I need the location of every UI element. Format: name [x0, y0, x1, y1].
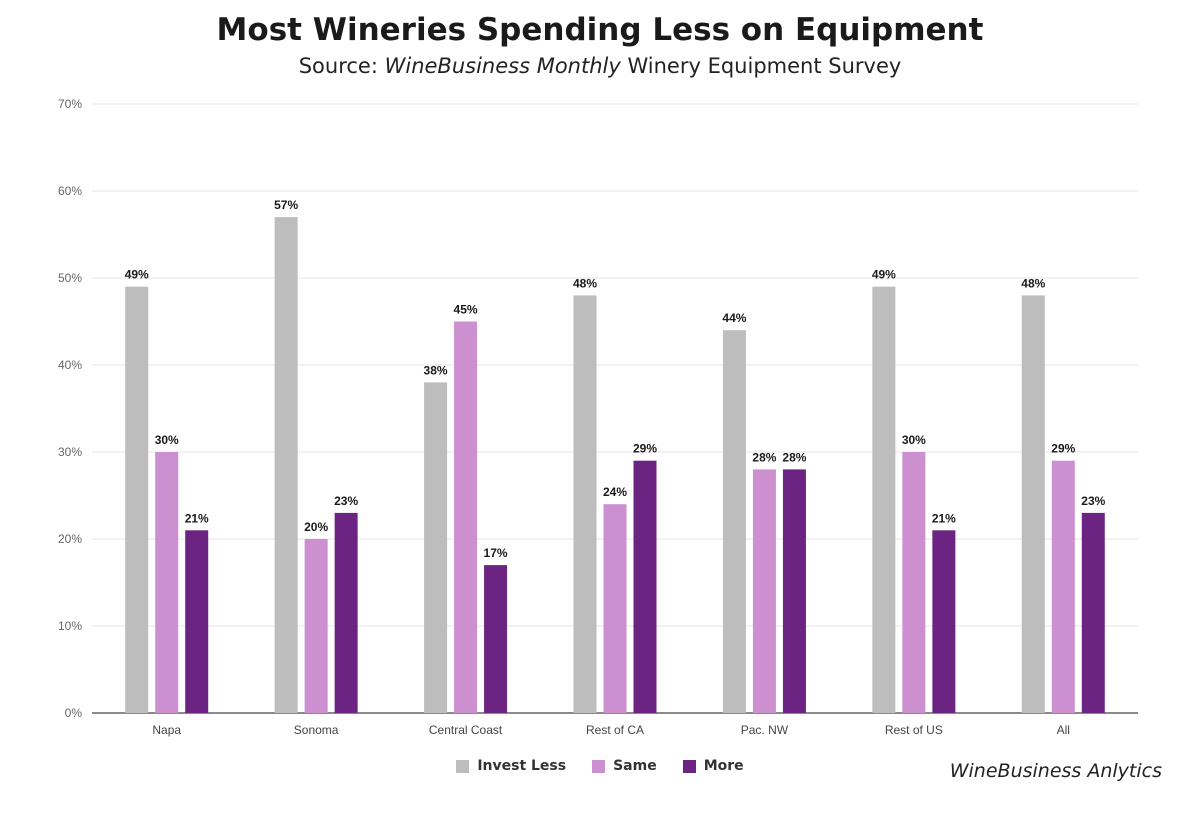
bar	[932, 530, 956, 713]
y-tick-label: 70%	[58, 97, 82, 111]
y-tick-label: 60%	[58, 184, 82, 198]
bar	[872, 286, 896, 713]
subtitle-suffix: Winery Equipment Survey	[620, 54, 902, 78]
x-tick-label: Pac. NW	[741, 723, 789, 737]
legend-item-more: More	[682, 758, 744, 774]
bar	[155, 452, 179, 713]
bar	[633, 460, 657, 713]
y-tick-label: 30%	[58, 445, 82, 459]
data-label: 44%	[722, 311, 746, 325]
data-label: 48%	[1021, 276, 1045, 290]
y-tick-label: 20%	[58, 532, 82, 546]
x-tick-label: All	[1057, 723, 1070, 737]
bar	[424, 382, 448, 713]
data-label: 17%	[484, 546, 508, 560]
data-label: 49%	[872, 268, 896, 282]
y-tick-label: 10%	[58, 619, 82, 633]
bar	[902, 452, 926, 713]
legend-label-more: More	[703, 758, 744, 774]
data-label: 23%	[1081, 494, 1105, 508]
legend-swatch-same	[592, 759, 606, 773]
data-label: 28%	[782, 450, 806, 464]
data-label: 20%	[304, 520, 328, 534]
data-label: 28%	[752, 450, 776, 464]
data-label: 38%	[424, 363, 448, 377]
chart-subtitle: Source: WineBusiness Monthly Winery Equi…	[0, 54, 1200, 78]
data-label: 23%	[334, 494, 358, 508]
data-label: 21%	[185, 511, 209, 525]
bar	[1081, 512, 1105, 713]
legend-item-same: Same	[592, 758, 657, 774]
bar	[334, 512, 358, 713]
x-tick-label: Rest of US	[885, 723, 943, 737]
bar	[603, 504, 627, 713]
y-tick-label: 40%	[58, 358, 82, 372]
x-tick-label: Napa	[152, 723, 181, 737]
data-label: 48%	[573, 276, 597, 290]
legend-item-invest-less: Invest Less	[456, 758, 566, 774]
bar	[185, 530, 209, 713]
bar	[722, 330, 746, 713]
bar	[1051, 460, 1075, 713]
bar	[125, 286, 149, 713]
subtitle-prefix: Source:	[298, 54, 385, 78]
y-tick-label: 50%	[58, 271, 82, 285]
x-tick-label: Sonoma	[294, 723, 339, 737]
bar	[454, 321, 478, 713]
brand-credit: WineBusiness Anlytics	[949, 760, 1162, 782]
bar	[484, 565, 508, 713]
bar	[752, 469, 776, 713]
subtitle-source-name: WineBusiness Monthly	[384, 54, 621, 78]
data-label: 29%	[633, 442, 657, 456]
data-label: 30%	[155, 433, 179, 447]
legend-label-invest-less: Invest Less	[477, 758, 567, 774]
x-tick-label: Rest of CA	[586, 723, 644, 737]
bar	[573, 295, 597, 713]
data-label: 45%	[454, 303, 478, 317]
legend-swatch-invest-less	[456, 759, 470, 773]
legend-swatch-more	[682, 759, 696, 773]
data-label: 21%	[932, 511, 956, 525]
legend-label-same: Same	[613, 758, 657, 774]
bar	[304, 539, 328, 713]
data-label: 57%	[274, 198, 298, 212]
chart-title: Most Wineries Spending Less on Equipment	[216, 12, 984, 48]
bar	[1021, 295, 1045, 713]
data-label: 24%	[603, 485, 627, 499]
x-tick-label: Central Coast	[429, 723, 503, 737]
bar	[782, 469, 806, 713]
legend: Invest Less Same More	[0, 758, 1200, 774]
y-tick-label: 0%	[65, 706, 83, 720]
bar	[274, 217, 298, 713]
data-label: 30%	[902, 433, 926, 447]
data-label: 29%	[1051, 442, 1075, 456]
data-label: 49%	[125, 268, 149, 282]
